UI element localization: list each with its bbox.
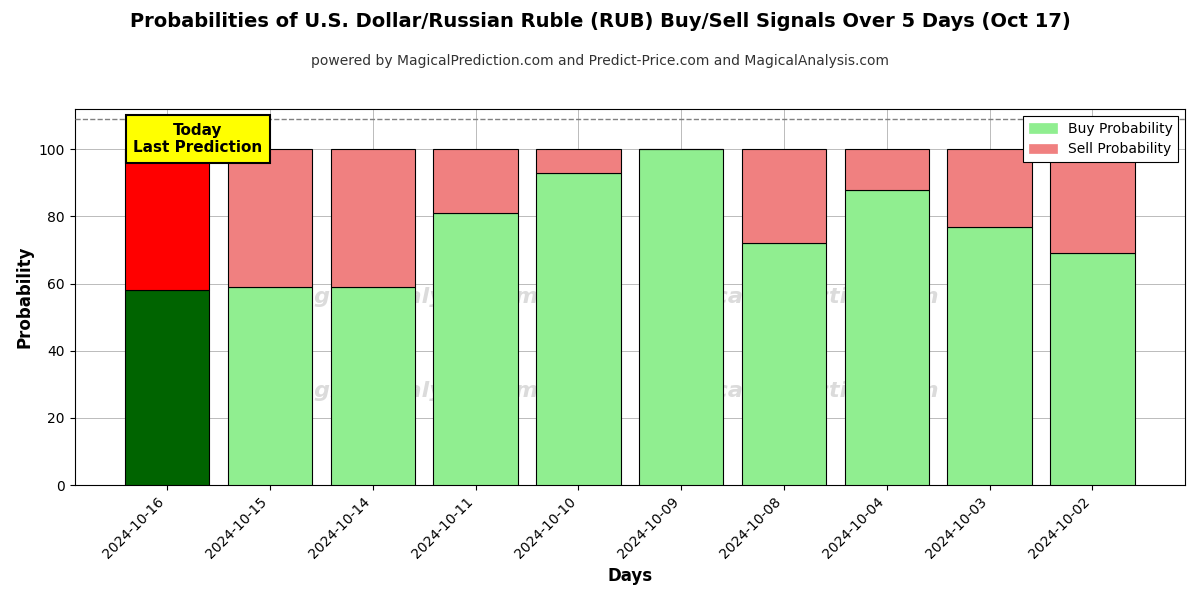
Bar [1050,149,1134,253]
Bar [331,287,415,485]
Y-axis label: Probability: Probability [16,246,34,349]
Text: MagicalAnalysis.com: MagicalAnalysis.com [277,287,539,307]
X-axis label: Days: Days [607,567,653,585]
Bar [536,149,620,173]
Bar [433,149,517,213]
Bar [125,290,210,485]
Text: powered by MagicalPrediction.com and Predict-Price.com and MagicalAnalysis.com: powered by MagicalPrediction.com and Pre… [311,54,889,68]
Text: Probabilities of U.S. Dollar/Russian Ruble (RUB) Buy/Sell Signals Over 5 Days (O: Probabilities of U.S. Dollar/Russian Rub… [130,12,1070,31]
Bar [845,190,929,485]
Bar [125,149,210,290]
Text: MagicalPrediction.com: MagicalPrediction.com [654,287,938,307]
Bar [742,149,826,244]
Bar [948,149,1032,227]
Bar [228,149,312,287]
Text: Today
Last Prediction: Today Last Prediction [133,123,263,155]
Bar [742,244,826,485]
Text: MagicalPrediction.com: MagicalPrediction.com [654,381,938,401]
Legend: Buy Probability, Sell Probability: Buy Probability, Sell Probability [1024,116,1178,162]
Text: MagicalAnalysis.com: MagicalAnalysis.com [277,381,539,401]
Bar [228,287,312,485]
Bar [845,149,929,190]
Bar [948,227,1032,485]
Bar [640,149,724,485]
Bar [433,213,517,485]
Bar [1050,253,1134,485]
Bar [331,149,415,287]
Bar [536,173,620,485]
